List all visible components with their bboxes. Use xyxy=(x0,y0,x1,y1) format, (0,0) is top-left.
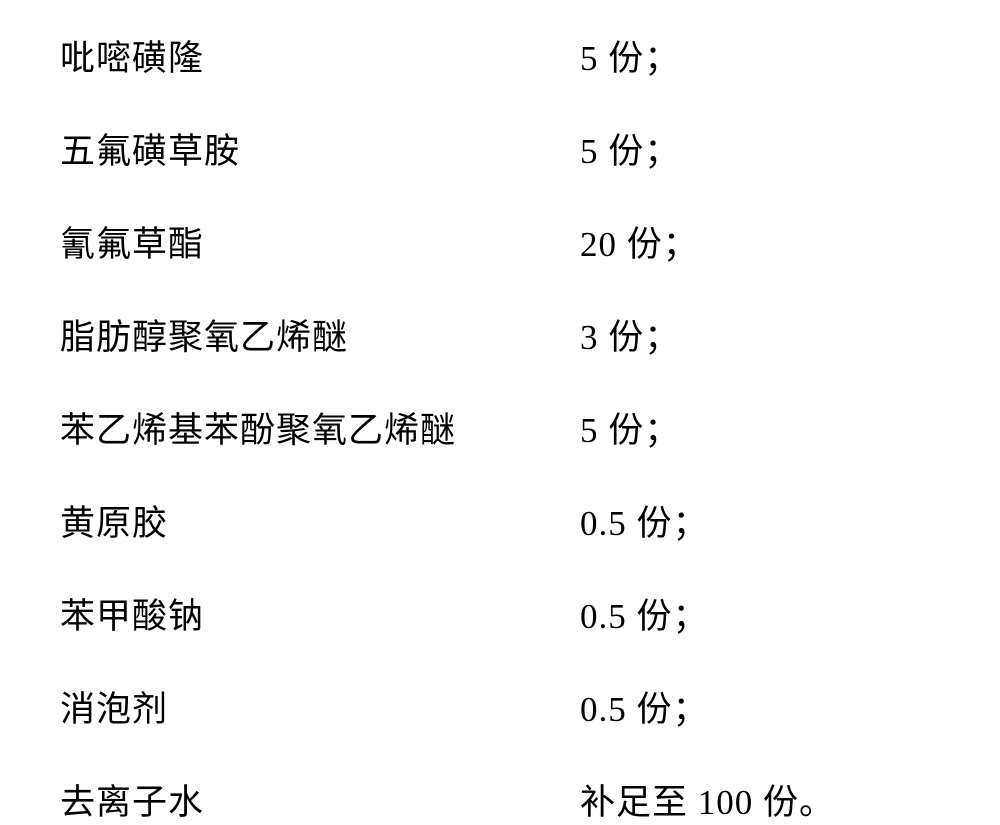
ingredient-name: 去离子水 xyxy=(60,774,580,825)
ingredients-table: 吡嘧磺隆 5 份； 五氟磺草胺 5 份； 氰氟草酯 20 份； 脂肪醇聚氧乙烯醚… xyxy=(60,30,940,825)
ingredient-name: 苯乙烯基苯酚聚氧乙烯醚 xyxy=(60,402,580,453)
ingredient-amount: 3 份； xyxy=(580,309,680,360)
ingredient-name: 脂肪醇聚氧乙烯醚 xyxy=(60,309,580,360)
ingredient-amount: 5 份； xyxy=(580,402,680,453)
ingredient-name: 消泡剂 xyxy=(60,681,580,732)
ingredient-name: 黄原胶 xyxy=(60,495,580,546)
table-row: 五氟磺草胺 5 份； xyxy=(60,123,940,174)
ingredient-name: 五氟磺草胺 xyxy=(60,123,580,174)
table-row: 去离子水 补足至 100 份。 xyxy=(60,774,940,825)
ingredient-amount: 5 份； xyxy=(580,30,680,81)
table-row: 吡嘧磺隆 5 份； xyxy=(60,30,940,81)
ingredient-amount: 5 份； xyxy=(580,123,680,174)
table-row: 苯甲酸钠 0.5 份； xyxy=(60,588,940,639)
ingredient-amount: 20 份； xyxy=(580,216,699,267)
ingredient-amount: 0.5 份； xyxy=(580,495,709,546)
ingredient-name: 苯甲酸钠 xyxy=(60,588,580,639)
ingredient-name: 吡嘧磺隆 xyxy=(60,30,580,81)
table-row: 脂肪醇聚氧乙烯醚 3 份； xyxy=(60,309,940,360)
table-row: 消泡剂 0.5 份； xyxy=(60,681,940,732)
ingredient-amount: 0.5 份； xyxy=(580,681,709,732)
ingredient-amount: 补足至 100 份。 xyxy=(580,774,835,825)
ingredient-amount: 0.5 份； xyxy=(580,588,709,639)
ingredient-name: 氰氟草酯 xyxy=(60,216,580,267)
table-row: 黄原胶 0.5 份； xyxy=(60,495,940,546)
table-row: 苯乙烯基苯酚聚氧乙烯醚 5 份； xyxy=(60,402,940,453)
table-row: 氰氟草酯 20 份； xyxy=(60,216,940,267)
